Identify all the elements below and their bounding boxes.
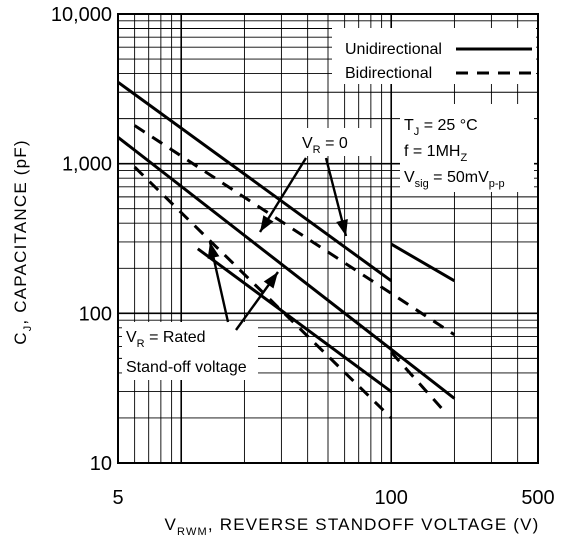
tick-labels: 10 100 1,000 10,000 5 100 500 (51, 4, 555, 509)
annotation-vr0-bg (298, 128, 372, 156)
annotations: VR = 0 VR = Rated Stand-off voltage (122, 128, 372, 380)
axis-titles: VRWM, REVERSE STANDOFF VOLTAGE (V) CJ, CA… (11, 139, 539, 538)
series-line-unidirectional-6 (196, 247, 393, 393)
conditions-box: TJ = 25 °C f = 1MHZ Vsig = 50mVp-p (400, 104, 534, 192)
arrow-rated-unidirectional-head (263, 272, 278, 289)
series-line-bidirectional-7 (390, 351, 446, 413)
x-tick-label: 500 (521, 487, 554, 509)
y-axis-title: CJ, CAPACITANCE (pF) (11, 139, 34, 345)
arrow-vr0-unidirectional-head (336, 219, 348, 236)
y-tick-label: 1,000 (62, 154, 112, 176)
series-line-unidirectional-3 (117, 136, 456, 400)
annotation-rated-line1: VR = Rated (126, 329, 206, 350)
condition-text: Vsig = 50mVp-p (404, 169, 505, 190)
annotation-vr0: VR = 0 (302, 135, 348, 156)
arrow-vr0-bidirectional-head (260, 215, 274, 232)
series-line-unidirectional-2 (390, 242, 456, 283)
y-tick-label: 10,000 (51, 4, 112, 26)
y-tick-label: 10 (90, 453, 112, 475)
arrow-rated-bidirectional-head (207, 242, 220, 259)
legend-label: Bidirectional (345, 65, 432, 82)
series-line-unidirectional-1 (117, 80, 393, 283)
conditions-bg (400, 104, 534, 192)
legend-label: Unidirectional (345, 41, 442, 58)
legend: Unidirectional Bidirectional (332, 28, 536, 84)
x-tick-label: 100 (375, 487, 408, 509)
legend-box (332, 28, 536, 84)
x-tick-label: 5 (112, 487, 123, 509)
series-line-bidirectional-4 (133, 124, 456, 336)
condition-text: TJ = 25 °C (404, 117, 478, 138)
plot-frame (117, 13, 539, 464)
annotation-rated-line2: Stand-off voltage (126, 359, 247, 376)
condition-text: f = 1MHZ (404, 143, 467, 164)
y-tick-label: 100 (79, 303, 112, 325)
annotation-rated-bg (122, 322, 258, 380)
x-axis-title: VRWM, REVERSE STANDOFF VOLTAGE (V) (164, 515, 539, 538)
